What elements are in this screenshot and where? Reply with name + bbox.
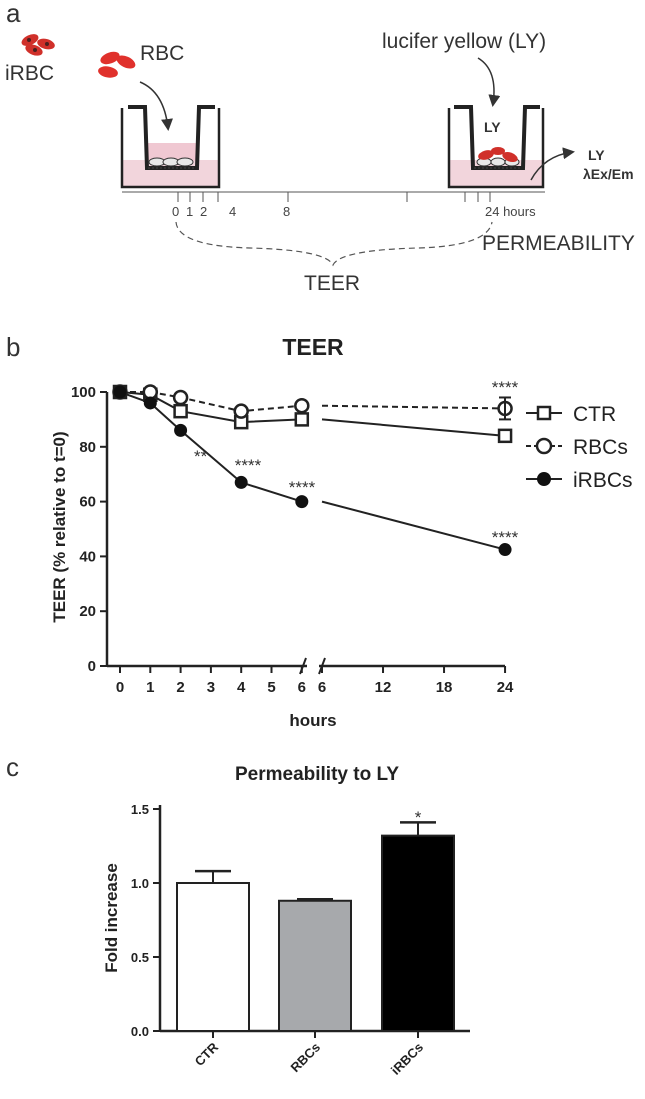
rbc-label: RBC [140, 42, 184, 65]
chart-c-ytick-2: 1.0 [131, 876, 149, 891]
point-rbcs-6h [294, 397, 310, 414]
chart-c-ytick-0: 0.0 [131, 1024, 149, 1039]
chart-b-xticks: 0 1 2 3 4 5 6 6 12 18 24 [116, 666, 514, 696]
point-irbcs-6h [295, 495, 309, 509]
point-irbcs-0h [113, 385, 127, 399]
timeline-tick-1: 1 [186, 204, 193, 219]
chart-b-xtick-4: 4 [237, 679, 246, 696]
chart-c-title: Permeability to LY [235, 764, 399, 785]
legend-ctr-label: CTR [573, 403, 616, 426]
annot-24h-rbcs: **** [492, 378, 519, 397]
timeline-tick-8: 8 [283, 204, 290, 219]
permeability-label: PERMEABILITY [482, 232, 635, 255]
chart-b-xtick-10: 24 [497, 679, 514, 696]
chart-b-ytick-3: 60 [79, 494, 96, 511]
legend-rbcs-marker [535, 437, 553, 455]
panel-label-c: c [6, 752, 19, 782]
chart-c-yticks: 0.0 0.5 1.0 1.5 [131, 802, 160, 1039]
legend-irbcs [526, 472, 562, 486]
timeline-tick-2: 2 [200, 204, 207, 219]
chart-b-xtick-1: 1 [146, 679, 154, 696]
chart-b-xtick-9: 18 [436, 679, 453, 696]
rbc-cluster-icon [98, 51, 136, 78]
teer-brace [175, 221, 493, 267]
chart-b-xtick-0: 0 [116, 679, 124, 696]
line-rbcs-segment-2 [321, 404, 506, 410]
chart-c-ytick-3: 1.5 [131, 802, 149, 817]
timeline-tick-0: 0 [172, 204, 179, 219]
chart-c-ylabel: Fold increase [102, 863, 121, 973]
ly-ex-em-label: λEx/Em [583, 166, 634, 182]
panel-label-b: b [6, 332, 20, 362]
legend-rbcs [526, 437, 562, 455]
chart-c-xticks: CTR RBCs iRBCs [192, 1031, 426, 1078]
bar-ctr [176, 882, 250, 1032]
ly-arrow [477, 57, 501, 107]
chart-b-xtick-7: 6 [318, 679, 326, 696]
chart-b-xtick-3: 3 [207, 679, 215, 696]
ly-out-label: LY [588, 147, 605, 163]
irbc-cluster-icon [21, 34, 55, 56]
chart-b-xtick-2: 2 [176, 679, 184, 696]
irbc-label: iRBC [5, 62, 54, 85]
chart-b-ytick-4: 80 [79, 439, 96, 456]
legend-ctr [526, 405, 562, 421]
chart-c-xtick-rbcs: RBCs [287, 1040, 323, 1076]
timeline-tick-24: 24 hours [485, 204, 536, 219]
point-irbcs-4h [234, 475, 248, 489]
point-ctr-6h [294, 412, 310, 427]
chart-b-title: TEER [282, 334, 344, 360]
chart-b-ytick-0: 0 [88, 658, 96, 675]
chart-b-ytick-1: 20 [79, 603, 96, 620]
rbc-arrow [139, 81, 173, 131]
annot-2h: ** [194, 447, 208, 466]
chart-b-legend: CTR RBCs iRBCs [526, 403, 633, 492]
timeline-tick-4: 4 [229, 204, 236, 219]
chart-b-xlabel: hours [289, 711, 336, 730]
chart-c-ytick-1: 0.5 [131, 950, 149, 965]
line-ctr-segment-2 [321, 418, 506, 437]
teer-label: TEER [304, 272, 360, 295]
line-irbcs-segment-2 [321, 500, 506, 551]
annot-6h: **** [289, 478, 316, 497]
timeline [122, 191, 545, 202]
chart-b-axes [105, 392, 505, 675]
legend-ctr-marker [536, 405, 552, 421]
annot-irbcs-bar: * [415, 808, 422, 827]
annot-24h-irbcs: **** [492, 528, 519, 547]
point-irbcs-2h [174, 423, 188, 437]
chart-c-xtick-irbcs: iRBCs [388, 1040, 426, 1078]
chart-b-xtick-8: 12 [375, 679, 392, 696]
point-rbcs-4h [233, 403, 249, 419]
chart-b-markers [112, 384, 513, 557]
chart-b-ytick-2: 40 [79, 548, 96, 565]
legend-irbcs-marker [537, 472, 551, 486]
chart-b-ylabel: TEER (% relative to t=0) [50, 431, 69, 622]
chart-c-xtick-ctr: CTR [192, 1039, 222, 1069]
ly-in-well: LY [484, 119, 501, 135]
chart-b-yticks: 0 20 40 60 80 100 [71, 384, 107, 675]
chart-b-xtick-5: 5 [267, 679, 275, 696]
ly-title: lucifer yellow (LY) [382, 30, 546, 53]
point-ctr-24h [497, 428, 513, 444]
ly-out-arrow [530, 147, 575, 181]
chart-b-xtick-6: 6 [298, 679, 306, 696]
chart-c-bars [176, 821, 455, 1033]
annot-4h: **** [235, 456, 262, 475]
panel-label-a: a [6, 0, 21, 28]
point-ctr-2h [173, 403, 188, 419]
chart-b-ytick-5: 100 [71, 384, 96, 401]
point-rbcs-2h [172, 389, 189, 406]
point-irbcs-1h [143, 396, 157, 410]
point-irbcs-24h [498, 543, 512, 557]
transwell-left [120, 105, 221, 189]
bar-irbcs [381, 834, 455, 1033]
legend-irbcs-label: iRBCs [573, 469, 633, 492]
legend-rbcs-label: RBCs [573, 436, 628, 459]
bar-rbcs [278, 899, 352, 1033]
transwell-right [447, 105, 545, 189]
